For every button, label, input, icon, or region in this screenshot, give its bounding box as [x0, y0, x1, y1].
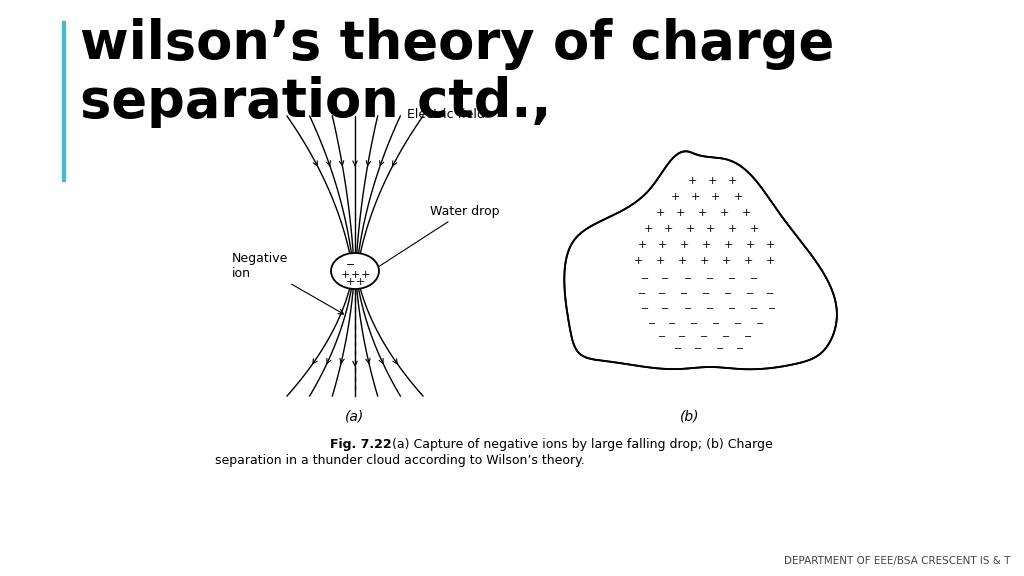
Text: −: −	[701, 289, 710, 299]
Text: +: +	[727, 224, 736, 234]
Text: −: −	[638, 289, 646, 299]
Text: +: +	[655, 208, 665, 218]
Text: +: +	[340, 270, 349, 280]
Text: −: −	[641, 304, 649, 314]
Text: separation ctd.,: separation ctd.,	[80, 76, 551, 128]
Text: −: −	[658, 332, 666, 342]
Text: +: +	[664, 224, 673, 234]
Text: +: +	[657, 240, 667, 250]
Text: −: −	[660, 274, 669, 284]
Text: +: +	[637, 240, 647, 250]
Text: +: +	[671, 192, 680, 202]
Text: Electric field: Electric field	[407, 108, 485, 120]
Text: −: −	[750, 274, 758, 284]
Text: −: −	[694, 344, 702, 354]
Text: +: +	[675, 208, 685, 218]
Text: +: +	[733, 192, 742, 202]
Text: −: −	[700, 332, 708, 342]
Text: −: −	[766, 289, 774, 299]
Text: −: −	[736, 344, 744, 354]
Text: +: +	[727, 176, 736, 186]
Text: +: +	[679, 240, 689, 250]
Ellipse shape	[331, 253, 379, 289]
Text: +: +	[701, 240, 711, 250]
Text: +: +	[690, 192, 699, 202]
Text: −: −	[745, 289, 754, 299]
Text: (a) Capture of negative ions by large falling drop; (b) Charge: (a) Capture of negative ions by large fa…	[392, 438, 773, 451]
Text: −: −	[660, 304, 669, 314]
Text: −: −	[744, 332, 752, 342]
Text: +: +	[743, 256, 753, 266]
Text: −: −	[684, 304, 692, 314]
Text: Water drop: Water drop	[377, 204, 500, 267]
Text: −: −	[734, 319, 742, 329]
Text: +: +	[355, 277, 365, 287]
Text: +: +	[677, 256, 687, 266]
Bar	[62, 21, 65, 181]
Text: −: −	[712, 319, 720, 329]
Text: +: +	[350, 270, 359, 280]
Text: −: −	[346, 260, 355, 270]
Text: −: −	[724, 289, 732, 299]
Text: −: −	[678, 332, 686, 342]
Text: −: −	[690, 319, 698, 329]
Text: −: −	[668, 319, 676, 329]
Text: +: +	[360, 270, 370, 280]
Text: −: −	[706, 274, 714, 284]
Text: −: −	[768, 304, 776, 314]
Text: +: +	[697, 208, 707, 218]
Text: +: +	[741, 208, 751, 218]
Text: −: −	[641, 274, 649, 284]
Text: −: −	[722, 332, 730, 342]
Text: +: +	[765, 240, 775, 250]
Text: +: +	[745, 240, 755, 250]
Text: +: +	[345, 277, 354, 287]
Text: −: −	[750, 304, 758, 314]
Text: +: +	[719, 208, 729, 218]
Text: −: −	[716, 344, 724, 354]
Text: +: +	[723, 240, 733, 250]
Text: +: +	[706, 224, 715, 234]
Text: separation in a thunder cloud according to Wilson’s theory.: separation in a thunder cloud according …	[215, 454, 585, 467]
Text: +: +	[685, 224, 694, 234]
Text: DEPARTMENT OF EEE/BSA CRESCENT IS & T: DEPARTMENT OF EEE/BSA CRESCENT IS & T	[783, 556, 1010, 566]
Text: +: +	[643, 224, 652, 234]
Text: −: −	[680, 289, 688, 299]
Text: −: −	[728, 304, 736, 314]
Text: (b): (b)	[680, 409, 699, 423]
Text: wilson’s theory of charge: wilson’s theory of charge	[80, 18, 835, 70]
Text: −: −	[684, 274, 692, 284]
Text: +: +	[721, 256, 731, 266]
Text: (a): (a)	[345, 409, 365, 423]
Text: +: +	[708, 176, 717, 186]
Text: −: −	[756, 319, 764, 329]
Text: Fig. 7.22: Fig. 7.22	[330, 438, 391, 451]
Text: +: +	[633, 256, 643, 266]
Text: +: +	[765, 256, 775, 266]
Text: −: −	[674, 344, 682, 354]
Text: +: +	[655, 256, 665, 266]
Text: −: −	[658, 289, 666, 299]
Text: +: +	[699, 256, 709, 266]
Text: −: −	[706, 304, 714, 314]
Text: −: −	[648, 319, 656, 329]
Text: +: +	[711, 192, 720, 202]
Polygon shape	[564, 151, 837, 369]
Text: +: +	[687, 176, 696, 186]
Text: +: +	[750, 224, 759, 234]
Text: Negative
ion: Negative ion	[231, 252, 343, 314]
Text: −: −	[728, 274, 736, 284]
